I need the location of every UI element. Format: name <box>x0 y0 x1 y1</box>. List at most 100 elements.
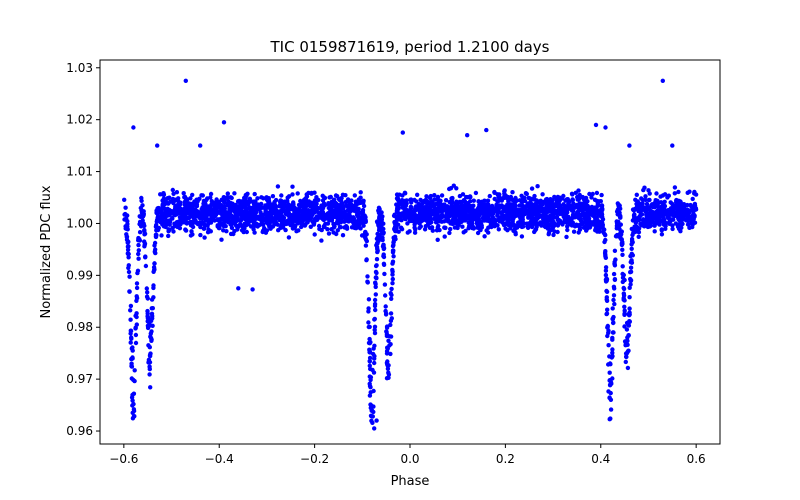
data-point <box>372 327 377 333</box>
data-point <box>535 184 540 189</box>
data-point <box>451 183 456 188</box>
data-point <box>221 223 226 229</box>
data-point <box>502 191 507 196</box>
data-point <box>370 367 375 373</box>
data-point <box>246 222 251 227</box>
data-point <box>390 272 395 277</box>
data-point <box>640 197 645 203</box>
data-point <box>610 316 615 322</box>
data-point <box>336 210 342 215</box>
data-point <box>145 311 150 316</box>
data-point <box>171 191 176 196</box>
data-point <box>192 208 198 213</box>
data-point <box>147 353 153 359</box>
x-tick-label: −0.2 <box>300 452 329 466</box>
data-point <box>654 191 659 196</box>
data-point <box>126 239 131 244</box>
data-point <box>295 191 300 196</box>
data-point <box>659 227 664 232</box>
data-point <box>580 194 585 200</box>
data-point <box>603 255 608 260</box>
data-point <box>442 234 447 239</box>
data-point <box>257 222 262 227</box>
data-point <box>533 205 538 210</box>
outlier-point <box>131 125 136 130</box>
data-point <box>181 191 186 196</box>
data-point <box>206 227 211 232</box>
data-point <box>310 212 315 218</box>
data-point <box>565 227 570 233</box>
data-point <box>577 227 583 232</box>
data-point <box>260 212 266 218</box>
data-point <box>525 224 530 229</box>
data-point <box>367 336 372 342</box>
data-point <box>166 201 171 206</box>
data-point <box>468 199 473 204</box>
data-point <box>607 383 613 388</box>
data-point <box>358 190 363 195</box>
data-point <box>136 251 141 257</box>
data-point <box>580 208 585 213</box>
data-point <box>389 296 394 301</box>
data-point <box>381 246 386 252</box>
data-point <box>442 202 447 207</box>
data-point <box>290 192 295 197</box>
data-point <box>285 205 290 210</box>
data-point <box>134 294 139 299</box>
data-point <box>256 214 261 219</box>
data-point <box>624 354 629 359</box>
data-point <box>663 226 668 231</box>
data-point <box>591 222 596 227</box>
data-point <box>594 211 599 216</box>
data-point <box>540 208 545 213</box>
data-point <box>327 204 332 209</box>
data-point <box>552 203 557 209</box>
data-point <box>398 225 404 230</box>
data-point <box>236 199 241 204</box>
data-point <box>503 207 509 212</box>
data-point <box>536 207 541 213</box>
data-point <box>154 222 159 228</box>
data-point <box>232 191 237 196</box>
data-point <box>611 293 617 298</box>
data-point <box>457 218 462 224</box>
data-point <box>374 257 380 262</box>
data-point <box>584 228 589 233</box>
data-point <box>373 281 378 287</box>
data-point <box>176 196 181 201</box>
data-point <box>126 251 131 257</box>
data-point <box>690 222 695 227</box>
data-point <box>375 231 380 237</box>
data-point <box>168 209 174 214</box>
data-point <box>641 205 646 210</box>
data-point <box>389 286 394 292</box>
data-point <box>576 216 582 221</box>
data-point <box>404 215 409 220</box>
data-point <box>505 194 511 200</box>
data-point <box>133 340 139 346</box>
data-point <box>424 194 429 199</box>
outlier-point <box>627 143 632 148</box>
data-point <box>599 192 604 198</box>
data-point <box>308 224 313 229</box>
data-point <box>374 275 379 280</box>
data-point <box>412 197 417 203</box>
data-point <box>628 270 633 275</box>
data-point <box>623 359 628 365</box>
data-point <box>191 202 197 207</box>
data-point <box>670 226 675 232</box>
data-point <box>136 248 141 253</box>
data-point <box>151 285 156 291</box>
data-point <box>692 189 697 195</box>
data-point <box>197 213 202 218</box>
data-point <box>314 205 319 210</box>
data-point <box>478 208 483 213</box>
data-point <box>690 196 695 202</box>
data-point <box>262 226 267 231</box>
data-point <box>174 208 179 214</box>
data-point <box>526 215 531 220</box>
data-point <box>219 211 224 216</box>
data-point <box>122 212 127 217</box>
data-point <box>242 197 247 203</box>
data-point <box>626 312 631 317</box>
